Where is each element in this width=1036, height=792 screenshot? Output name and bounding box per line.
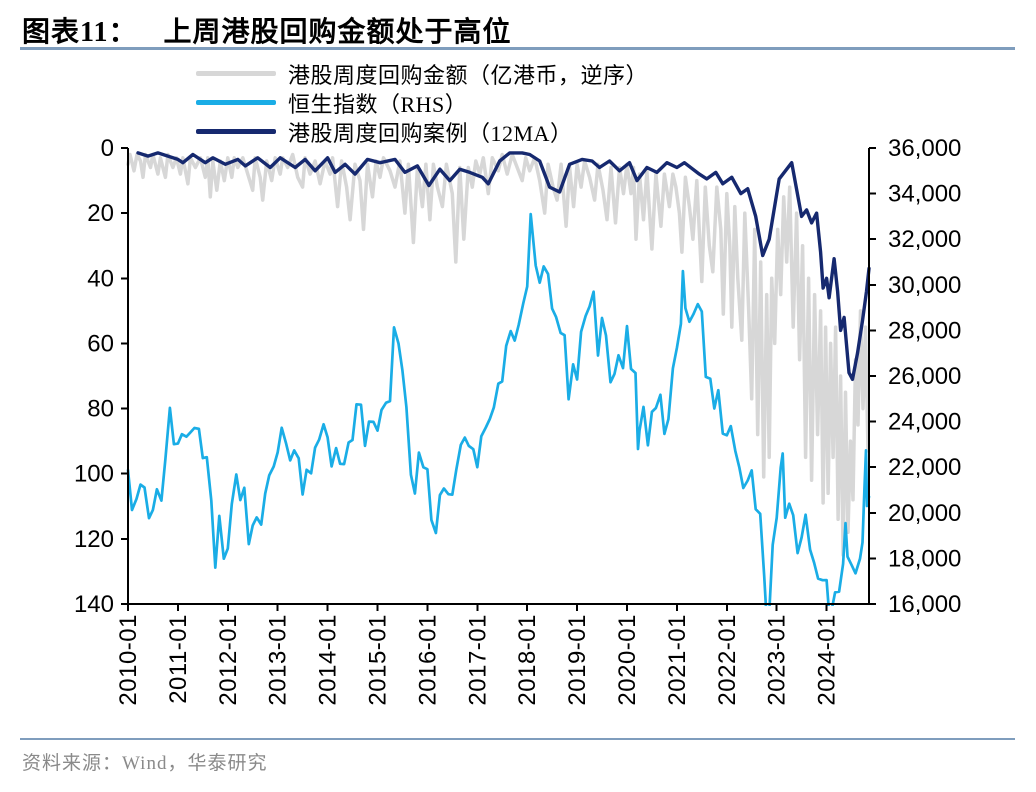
footer-rule bbox=[20, 738, 1015, 740]
blue-line-swatch bbox=[196, 100, 276, 105]
svg-text:2022-01: 2022-01 bbox=[714, 614, 741, 706]
svg-text:16,000: 16,000 bbox=[888, 591, 961, 618]
figure-label: 图表11： bbox=[22, 17, 138, 48]
gray-line-swatch bbox=[196, 71, 276, 76]
svg-text:140: 140 bbox=[74, 591, 114, 618]
svg-text:2021-01: 2021-01 bbox=[664, 614, 691, 706]
svg-text:30,000: 30,000 bbox=[888, 272, 961, 299]
legend-label: 港股周度回购金额（亿港币，逆序） bbox=[288, 62, 649, 88]
svg-text:22,000: 22,000 bbox=[888, 454, 961, 481]
svg-text:100: 100 bbox=[74, 461, 114, 488]
legend-label: 港股周度回购案例（12MA） bbox=[288, 120, 573, 146]
svg-text:20,000: 20,000 bbox=[888, 500, 961, 527]
legend-label: 恒生指数（RHS） bbox=[288, 91, 468, 117]
svg-text:2018-01: 2018-01 bbox=[514, 614, 541, 706]
svg-text:26,000: 26,000 bbox=[888, 363, 961, 390]
svg-text:2017-01: 2017-01 bbox=[464, 614, 491, 706]
header-rule bbox=[20, 47, 1015, 50]
svg-text:2010-01: 2010-01 bbox=[115, 614, 142, 706]
svg-text:36,000: 36,000 bbox=[888, 135, 961, 162]
source-note: 资料来源：Wind，华泰研究 bbox=[22, 753, 268, 774]
svg-text:2023-01: 2023-01 bbox=[764, 614, 791, 706]
figure-title: 上周港股回购金额处于高位 bbox=[163, 17, 512, 48]
svg-text:20: 20 bbox=[87, 200, 114, 227]
svg-text:80: 80 bbox=[87, 396, 114, 423]
svg-text:2024-01: 2024-01 bbox=[814, 614, 841, 706]
chart-legend: 港股周度回购金额（亿港币，逆序） 恒生指数（RHS） 港股周度回购案例（12MA… bbox=[196, 59, 648, 146]
navy-line-swatch bbox=[196, 129, 276, 134]
svg-text:2016-01: 2016-01 bbox=[414, 614, 441, 706]
legend-item-buyback-amount: 港股周度回购金额（亿港币，逆序） bbox=[196, 59, 648, 88]
svg-text:34,000: 34,000 bbox=[888, 181, 961, 208]
svg-text:120: 120 bbox=[74, 526, 114, 553]
svg-text:40: 40 bbox=[87, 265, 114, 292]
svg-text:18,000: 18,000 bbox=[888, 545, 961, 572]
svg-text:32,000: 32,000 bbox=[888, 226, 961, 253]
svg-text:0: 0 bbox=[101, 135, 114, 162]
figure-header: 图表11： 上周港股回购金额处于高位 bbox=[22, 10, 511, 48]
svg-text:2019-01: 2019-01 bbox=[564, 614, 591, 706]
svg-text:2014-01: 2014-01 bbox=[315, 614, 342, 706]
svg-text:2015-01: 2015-01 bbox=[364, 614, 391, 706]
legend-item-buyback-cases: 港股周度回购案例（12MA） bbox=[196, 117, 648, 146]
legend-item-hang-seng-index: 恒生指数（RHS） bbox=[196, 88, 648, 117]
svg-text:2020-01: 2020-01 bbox=[614, 614, 641, 706]
svg-text:60: 60 bbox=[87, 330, 114, 357]
svg-text:28,000: 28,000 bbox=[888, 317, 961, 344]
svg-text:2013-01: 2013-01 bbox=[265, 614, 292, 706]
svg-text:2011-01: 2011-01 bbox=[165, 614, 192, 704]
svg-text:2012-01: 2012-01 bbox=[215, 614, 242, 706]
svg-text:24,000: 24,000 bbox=[888, 409, 961, 436]
